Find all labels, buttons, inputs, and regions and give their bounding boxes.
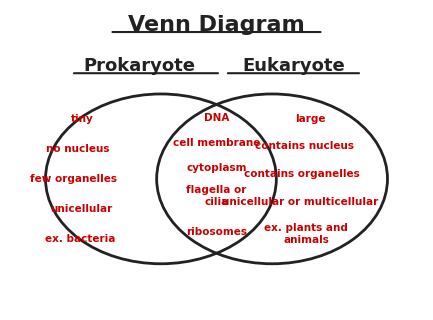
Text: flagella or
cilia: flagella or cilia: [186, 185, 247, 207]
Text: contains organelles: contains organelles: [244, 169, 360, 179]
Text: large: large: [295, 114, 326, 124]
Text: cytoplasm: cytoplasm: [186, 163, 247, 173]
Text: no nucleus: no nucleus: [46, 144, 109, 154]
Text: tiny: tiny: [71, 114, 93, 124]
Text: Venn Diagram: Venn Diagram: [128, 15, 305, 35]
Text: few organelles: few organelles: [30, 174, 117, 184]
Text: unicellular or multicellular: unicellular or multicellular: [222, 197, 378, 207]
Text: ribosomes: ribosomes: [186, 227, 247, 237]
Text: cell membrane: cell membrane: [173, 138, 260, 148]
Text: ex. bacteria: ex. bacteria: [45, 234, 115, 244]
Text: unicellular: unicellular: [51, 204, 113, 214]
Text: contains nucleus: contains nucleus: [255, 141, 354, 151]
Text: DNA: DNA: [204, 113, 229, 123]
Text: ex. plants and
animals: ex. plants and animals: [264, 223, 348, 245]
Text: Prokaryote: Prokaryote: [84, 57, 196, 75]
Text: Eukaryote: Eukaryote: [242, 57, 345, 75]
